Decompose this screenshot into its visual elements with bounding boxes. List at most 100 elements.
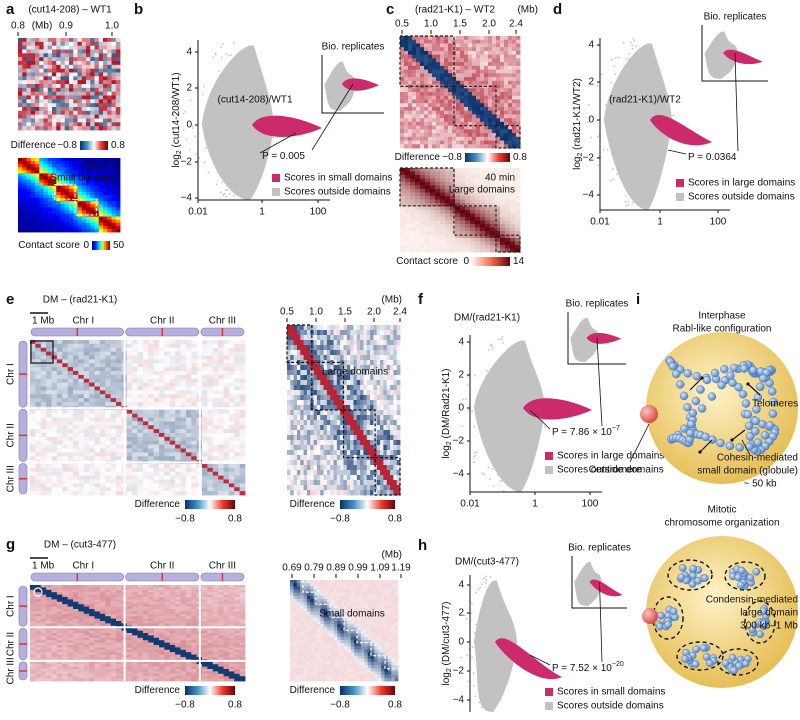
heatmap-cell bbox=[425, 231, 430, 235]
heatmap-cell bbox=[52, 421, 58, 425]
heatmap-cell bbox=[344, 340, 348, 345]
scatter-dot bbox=[590, 137, 592, 139]
heatmap-cell bbox=[82, 192, 87, 195]
heatmap-cell bbox=[154, 418, 160, 422]
heatmap-cell bbox=[62, 394, 68, 398]
heatmap-cell bbox=[56, 107, 61, 111]
scatter-dot bbox=[203, 86, 205, 88]
heatmap-cell bbox=[297, 335, 301, 340]
heatmap-cell bbox=[416, 43, 420, 47]
heatmap-cell bbox=[22, 167, 27, 170]
heatmap-cell bbox=[436, 133, 440, 137]
heatmap-cell bbox=[186, 375, 192, 379]
scatter-dot bbox=[613, 65, 615, 67]
heatmap-cell bbox=[432, 118, 436, 122]
heatmap-cell bbox=[191, 390, 197, 394]
heatmap-cell bbox=[420, 235, 425, 239]
heatmap-cell bbox=[100, 402, 106, 406]
x-tick-label: 100 bbox=[310, 207, 327, 218]
heatmap-cell bbox=[82, 65, 87, 69]
heatmap-cell bbox=[480, 103, 484, 107]
heatmap-cell bbox=[90, 80, 95, 84]
heatmap-cell bbox=[69, 84, 74, 88]
heatmap-cell bbox=[35, 379, 41, 383]
heatmap-cell bbox=[105, 437, 111, 441]
heatmap-cell bbox=[18, 192, 23, 195]
heatmap-cell bbox=[404, 92, 408, 96]
heatmap-cell bbox=[27, 115, 32, 119]
heatmap-cell bbox=[456, 141, 460, 145]
heatmap-cell bbox=[84, 491, 90, 495]
heatmap-cell bbox=[505, 221, 510, 225]
heatmap-cell bbox=[357, 325, 361, 330]
heatmap-cell bbox=[476, 55, 480, 59]
heatmap-cell bbox=[35, 119, 40, 123]
heatmap-cell bbox=[186, 394, 192, 398]
heatmap-cell bbox=[90, 76, 95, 80]
heatmap-cell bbox=[456, 47, 460, 51]
y-tick-label: 0 bbox=[458, 403, 464, 414]
pointer-line bbox=[597, 338, 602, 426]
inset-plot bbox=[570, 318, 621, 362]
heatmap-cell bbox=[65, 158, 70, 161]
heatmap-cell bbox=[143, 363, 149, 367]
heatmap-cell bbox=[515, 189, 520, 193]
y-tick-label: −2 bbox=[453, 666, 465, 677]
heatmap-cell bbox=[416, 70, 420, 74]
scatter-dot bbox=[486, 370, 488, 372]
heatmap-cell bbox=[99, 217, 104, 220]
heatmap-cell bbox=[510, 207, 515, 211]
heatmap-cell bbox=[65, 38, 70, 42]
heatmap-cell bbox=[496, 43, 500, 47]
heatmap-cell bbox=[455, 200, 460, 204]
heatmap-cell bbox=[240, 410, 246, 414]
heatmap-cell bbox=[516, 114, 520, 118]
heatmap-cell bbox=[41, 394, 47, 398]
heatmap-cell bbox=[387, 330, 391, 335]
heatmap-cell bbox=[31, 88, 36, 92]
heatmap-cell bbox=[132, 483, 138, 487]
heatmap-cell bbox=[44, 223, 49, 226]
heatmap-cell bbox=[35, 452, 41, 456]
heatmap-cell bbox=[465, 175, 470, 179]
heatmap-cell bbox=[27, 192, 32, 195]
heatmap-cell bbox=[90, 99, 95, 103]
heatmap-cell bbox=[175, 394, 181, 398]
scatter-dot bbox=[632, 202, 634, 204]
heatmap-cell bbox=[159, 387, 165, 391]
heatmap-cell bbox=[35, 167, 40, 170]
heatmap-cell bbox=[420, 62, 424, 66]
heatmap-cell bbox=[44, 198, 49, 201]
heatmap-cell bbox=[428, 111, 432, 115]
heatmap-cell bbox=[400, 196, 405, 200]
heatmap-cell bbox=[436, 122, 440, 126]
heatmap-cell bbox=[484, 126, 488, 130]
heatmap-cell bbox=[78, 449, 84, 453]
scatter-dot bbox=[190, 100, 192, 102]
heatmap-cell bbox=[31, 122, 36, 126]
scatter-dot bbox=[273, 137, 275, 139]
heatmap-cell bbox=[89, 371, 95, 375]
heatmap-cell bbox=[27, 173, 32, 176]
heatmap-cell bbox=[69, 195, 74, 198]
heatmap-cell bbox=[103, 122, 108, 126]
heatmap-cell bbox=[240, 363, 246, 367]
heatmap-cell bbox=[186, 367, 192, 371]
heatmap-cell bbox=[456, 103, 460, 107]
heatmap-cell bbox=[132, 449, 138, 453]
heatmap-cell bbox=[35, 50, 40, 54]
heatmap-cell bbox=[224, 456, 230, 460]
heatmap-cell bbox=[62, 429, 68, 433]
heatmap-cell bbox=[218, 394, 224, 398]
heatmap-cell bbox=[460, 217, 465, 221]
heatmap-cell bbox=[86, 92, 91, 96]
heatmap-cell bbox=[39, 107, 44, 111]
heatmap-cell bbox=[61, 201, 66, 204]
heatmap-cell bbox=[213, 379, 219, 383]
heatmap-cell bbox=[48, 69, 53, 73]
heatmap-cell bbox=[41, 387, 47, 391]
heatmap-cell bbox=[61, 99, 66, 103]
heatmap-cell bbox=[472, 137, 476, 141]
heatmap-cell bbox=[484, 88, 488, 92]
heatmap-cell bbox=[475, 231, 480, 235]
